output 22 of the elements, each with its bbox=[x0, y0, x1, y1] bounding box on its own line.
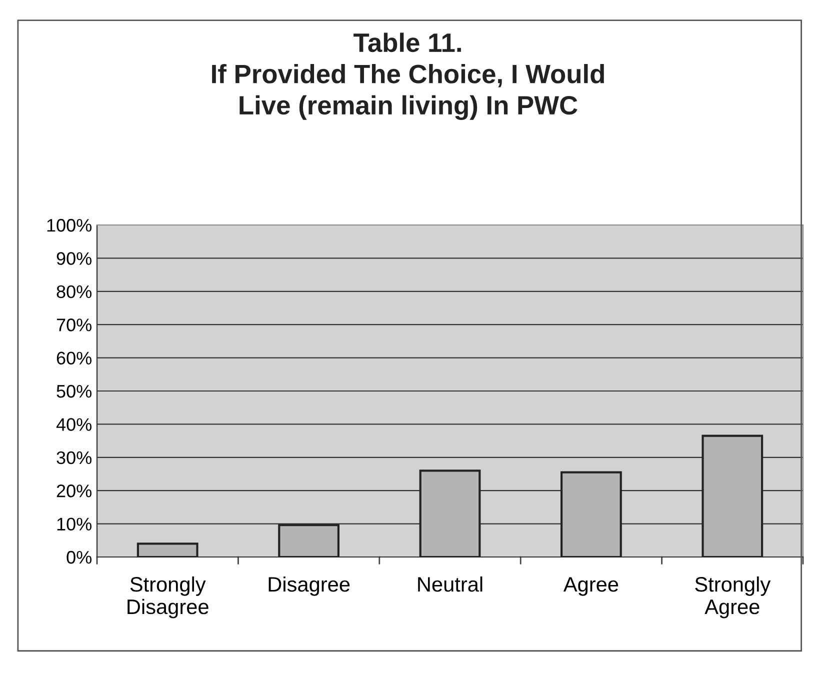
y-tick-label: 10% bbox=[57, 518, 92, 531]
bar bbox=[702, 434, 764, 557]
bar bbox=[419, 470, 481, 557]
y-tick-label: 60% bbox=[56, 352, 92, 365]
y-tick-label: 80% bbox=[56, 285, 92, 298]
x-tick-label: Agree bbox=[563, 577, 618, 596]
y-tick-label: 40% bbox=[56, 418, 92, 431]
x-tick-label: Neutral bbox=[418, 576, 482, 592]
chart-title: Table 11. If Provided The Choice, I Would Live (remain living) In PWC bbox=[212, 32, 604, 120]
y-tick-label: 50% bbox=[56, 384, 92, 398]
x-tick-label: Disagree bbox=[268, 576, 350, 596]
y-tick-label: 90% bbox=[56, 252, 92, 265]
bar bbox=[136, 542, 198, 557]
y-tick-label: 100% bbox=[47, 218, 92, 232]
bar bbox=[278, 524, 340, 557]
x-tick-label: Strongly Agree bbox=[695, 576, 771, 618]
bar bbox=[560, 471, 622, 557]
x-tick-label: Strongly Disagree bbox=[128, 576, 208, 618]
y-tick-label: 20% bbox=[56, 484, 92, 498]
y-tick-label: 70% bbox=[56, 318, 92, 332]
y-tick-label: 30% bbox=[56, 451, 92, 464]
y-tick-label: 0% bbox=[66, 550, 92, 564]
